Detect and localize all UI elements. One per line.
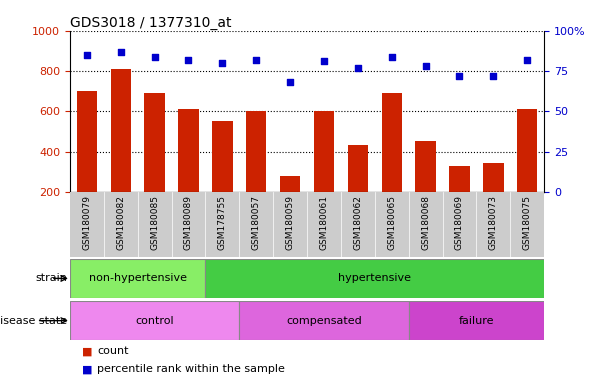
- Text: ■: ■: [82, 346, 92, 356]
- Bar: [77, 91, 97, 192]
- Bar: [206, 259, 544, 298]
- Point: [184, 57, 193, 63]
- Point: [116, 49, 126, 55]
- Text: GDS3018 / 1377310_at: GDS3018 / 1377310_at: [70, 16, 232, 30]
- Text: GSM180069: GSM180069: [455, 195, 464, 250]
- Point: [387, 53, 396, 60]
- Text: GSM180059: GSM180059: [286, 195, 295, 250]
- Bar: [70, 259, 206, 298]
- Text: strain: strain: [35, 273, 67, 283]
- Bar: [246, 111, 266, 192]
- Bar: [415, 141, 436, 192]
- Point: [319, 58, 329, 65]
- Bar: [280, 176, 300, 192]
- Point: [285, 79, 295, 85]
- Text: GSM180089: GSM180089: [184, 195, 193, 250]
- Bar: [449, 166, 469, 192]
- Bar: [111, 69, 131, 192]
- Text: GSM180075: GSM180075: [523, 195, 532, 250]
- Bar: [70, 301, 240, 340]
- Text: GSM178755: GSM178755: [218, 195, 227, 250]
- Bar: [145, 93, 165, 192]
- Bar: [517, 109, 537, 192]
- Text: hypertensive: hypertensive: [338, 273, 411, 283]
- Text: GSM180057: GSM180057: [252, 195, 261, 250]
- Bar: [240, 301, 409, 340]
- Text: GSM180085: GSM180085: [150, 195, 159, 250]
- Text: GSM180061: GSM180061: [319, 195, 328, 250]
- Text: GSM180082: GSM180082: [116, 195, 125, 250]
- Bar: [348, 145, 368, 192]
- Text: compensated: compensated: [286, 316, 362, 326]
- Point: [150, 53, 159, 60]
- Point: [82, 52, 92, 58]
- Text: failure: failure: [458, 316, 494, 326]
- Text: GSM180062: GSM180062: [353, 195, 362, 250]
- Bar: [382, 93, 402, 192]
- Text: GSM180068: GSM180068: [421, 195, 430, 250]
- Point: [488, 73, 498, 79]
- Point: [455, 73, 465, 79]
- Text: disease state: disease state: [0, 316, 67, 326]
- Text: non-hypertensive: non-hypertensive: [89, 273, 187, 283]
- Bar: [178, 109, 199, 192]
- Bar: [212, 121, 232, 192]
- Text: GSM180079: GSM180079: [82, 195, 91, 250]
- Text: GSM180073: GSM180073: [489, 195, 498, 250]
- Text: GSM180065: GSM180065: [387, 195, 396, 250]
- Point: [522, 57, 532, 63]
- Text: count: count: [97, 346, 129, 356]
- Bar: [314, 111, 334, 192]
- Point: [218, 60, 227, 66]
- Text: percentile rank within the sample: percentile rank within the sample: [97, 364, 285, 374]
- Bar: [483, 163, 503, 192]
- Point: [421, 63, 430, 69]
- Point: [353, 65, 363, 71]
- Text: ■: ■: [82, 364, 92, 374]
- Text: control: control: [136, 316, 174, 326]
- Bar: [409, 301, 544, 340]
- Point: [251, 57, 261, 63]
